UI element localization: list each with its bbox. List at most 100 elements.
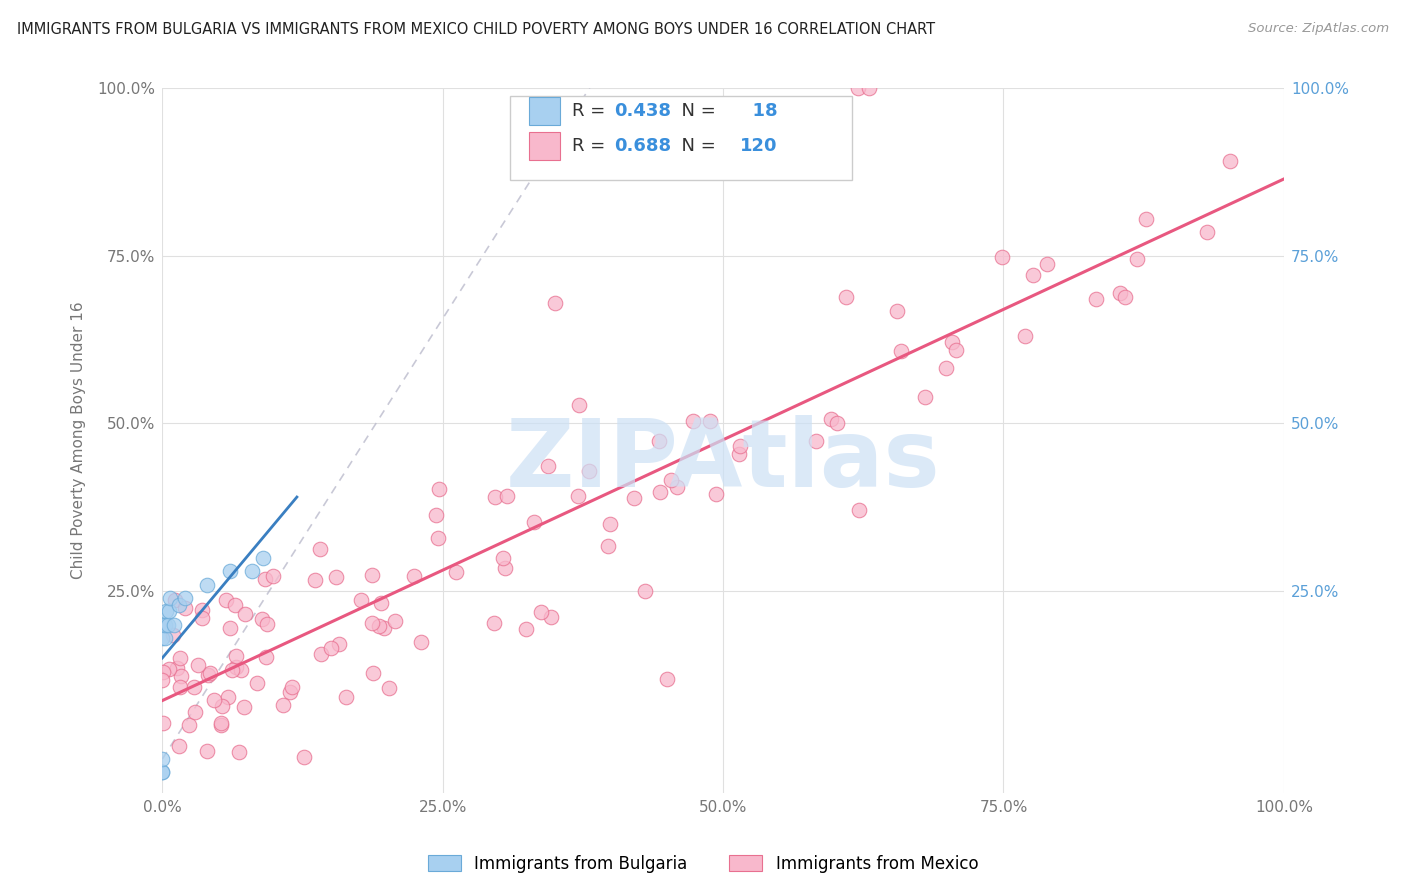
Point xyxy=(215,593,238,607)
Point xyxy=(1085,292,1108,306)
Point xyxy=(804,434,827,449)
Point xyxy=(152,673,174,687)
Point xyxy=(155,604,177,618)
Point xyxy=(567,490,589,504)
Point xyxy=(596,539,619,553)
Point xyxy=(157,662,180,676)
Point xyxy=(166,661,188,675)
Point xyxy=(169,680,191,694)
Point xyxy=(941,335,963,350)
Point xyxy=(655,672,678,686)
Point xyxy=(1014,329,1036,343)
Point xyxy=(1195,225,1218,239)
Point xyxy=(361,666,384,681)
Point xyxy=(177,718,200,732)
Point xyxy=(190,603,212,617)
Point xyxy=(153,632,176,646)
Point xyxy=(167,598,190,612)
Point xyxy=(699,414,721,428)
Point xyxy=(156,617,179,632)
Text: ZIPAtlas: ZIPAtlas xyxy=(506,416,941,508)
Point xyxy=(173,601,195,615)
Point xyxy=(235,607,257,622)
Point xyxy=(211,698,233,713)
Point xyxy=(169,651,191,665)
Point xyxy=(484,490,506,504)
Point xyxy=(254,649,277,664)
Point xyxy=(1219,154,1241,169)
Point xyxy=(578,465,600,479)
Point xyxy=(170,669,193,683)
Point xyxy=(218,564,240,578)
Point xyxy=(426,531,449,545)
Point xyxy=(195,577,218,591)
Point xyxy=(858,81,880,95)
Point xyxy=(659,474,682,488)
Point xyxy=(309,647,332,661)
Point xyxy=(1108,286,1130,301)
Point xyxy=(159,591,181,605)
Point xyxy=(250,612,273,626)
Point xyxy=(173,591,195,605)
Bar xyxy=(529,132,561,161)
Text: 18: 18 xyxy=(740,103,778,120)
Text: 0.688: 0.688 xyxy=(614,137,672,155)
Point xyxy=(328,637,350,651)
Point xyxy=(492,551,515,566)
Point xyxy=(150,765,173,780)
Point xyxy=(540,610,562,624)
Point xyxy=(706,487,728,501)
Point xyxy=(370,596,392,610)
Point xyxy=(224,598,246,612)
Point xyxy=(252,550,274,565)
Point xyxy=(537,458,560,473)
Point xyxy=(378,681,401,695)
Point xyxy=(361,615,384,630)
Point xyxy=(1114,290,1136,304)
Point xyxy=(157,604,180,618)
Point xyxy=(945,343,967,358)
Point xyxy=(835,290,858,304)
FancyBboxPatch shape xyxy=(510,96,852,179)
Point xyxy=(253,572,276,586)
Point xyxy=(278,685,301,699)
Point xyxy=(373,621,395,635)
Point xyxy=(232,700,254,714)
Point xyxy=(666,480,689,494)
Point xyxy=(162,617,184,632)
Point xyxy=(482,616,505,631)
Text: 120: 120 xyxy=(740,137,778,155)
Point xyxy=(240,564,263,578)
Point xyxy=(198,665,221,680)
Text: IMMIGRANTS FROM BULGARIA VS IMMIGRANTS FROM MEXICO CHILD POVERTY AMONG BOYS UNDE: IMMIGRANTS FROM BULGARIA VS IMMIGRANTS F… xyxy=(17,22,935,37)
Point xyxy=(567,398,589,412)
Point xyxy=(217,690,239,704)
Point xyxy=(402,569,425,583)
Point xyxy=(319,640,342,655)
Point xyxy=(150,752,173,766)
Point xyxy=(682,414,704,428)
Point xyxy=(150,617,173,632)
Point xyxy=(163,593,186,607)
Point xyxy=(225,660,247,674)
Point xyxy=(633,584,655,599)
Point xyxy=(183,705,205,719)
Point xyxy=(152,715,174,730)
Point xyxy=(914,390,936,404)
Point xyxy=(209,717,232,731)
Point xyxy=(1135,211,1157,226)
Point xyxy=(202,693,225,707)
Text: N =: N = xyxy=(671,137,721,155)
Point xyxy=(325,570,347,584)
Point xyxy=(530,605,553,619)
Point xyxy=(935,360,957,375)
Point xyxy=(195,744,218,758)
Point xyxy=(335,690,357,705)
Point xyxy=(225,648,247,663)
Point xyxy=(623,491,645,506)
Point xyxy=(191,611,214,625)
Point xyxy=(730,439,752,453)
Point xyxy=(167,739,190,753)
Point xyxy=(544,295,567,310)
Point xyxy=(494,561,516,575)
